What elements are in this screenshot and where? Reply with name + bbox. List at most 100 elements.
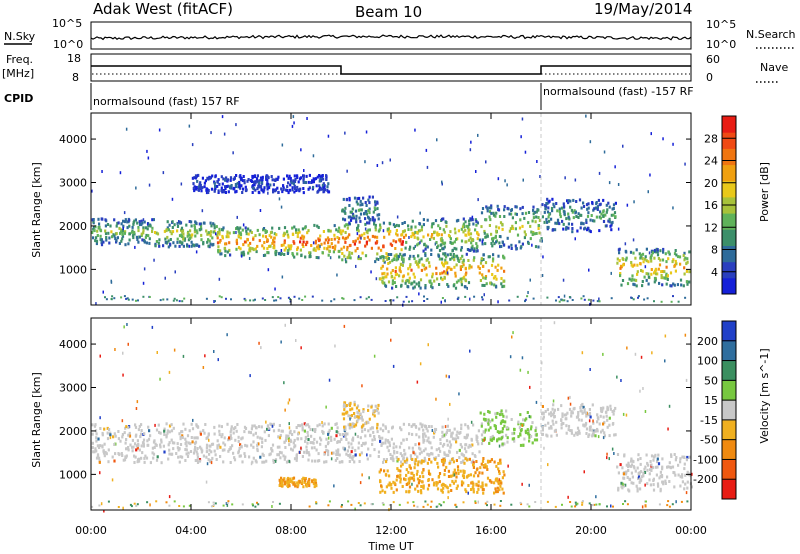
- data-cell: [449, 230, 452, 234]
- data-cell: [487, 421, 490, 425]
- data-cell: [359, 203, 362, 207]
- data-cell: [471, 218, 474, 222]
- data-cell: [540, 239, 543, 243]
- data-cell: [630, 263, 633, 267]
- data-cell: [219, 445, 222, 449]
- data-cell: [175, 452, 178, 455]
- data-cell: [216, 236, 219, 240]
- data-cell: [279, 456, 282, 460]
- data-cell: [382, 276, 385, 280]
- data-cell: [280, 476, 283, 480]
- ground-cell: [251, 503, 254, 506]
- noise-cell: [365, 130, 368, 134]
- ground-cell: [438, 503, 441, 506]
- cpid-label: CPID: [4, 92, 33, 105]
- data-cell: [303, 180, 306, 184]
- data-cell: [449, 267, 452, 271]
- data-cell: [516, 233, 520, 237]
- data-cell: [391, 454, 394, 458]
- data-cell: [632, 282, 635, 286]
- data-cell: [302, 240, 305, 244]
- data-cell: [521, 242, 524, 246]
- data-cell: [443, 442, 446, 446]
- data-cell: [541, 432, 544, 436]
- data-cell: [124, 230, 127, 234]
- data-cell: [631, 277, 634, 281]
- ground-cell: [566, 300, 569, 303]
- data-cell: [138, 223, 142, 226]
- data-cell: [142, 438, 146, 442]
- data-cell: [414, 487, 417, 491]
- data-cell: [246, 444, 249, 448]
- data-cell: [91, 432, 94, 436]
- data-cell: [229, 434, 232, 438]
- data-cell: [533, 210, 537, 214]
- data-cell: [264, 229, 267, 232]
- data-cell: [255, 179, 259, 183]
- data-cell: [92, 236, 95, 240]
- data-cell: [427, 233, 430, 237]
- data-cell: [573, 406, 576, 410]
- data-cell: [632, 465, 635, 469]
- data-cell: [300, 254, 303, 258]
- data-cell: [582, 423, 585, 427]
- data-cell: [683, 258, 686, 262]
- data-cell: [174, 244, 177, 248]
- data-cell: [362, 196, 365, 200]
- data-cell: [371, 234, 374, 238]
- data-cell: [240, 437, 243, 441]
- data-cell: [255, 250, 258, 254]
- data-cell: [249, 249, 252, 253]
- noise-cell: [328, 378, 331, 382]
- data-cell: [236, 423, 239, 426]
- data-cell: [196, 461, 200, 464]
- data-cell: [264, 235, 268, 239]
- data-cell: [155, 240, 158, 243]
- data-cell: [512, 437, 516, 441]
- data-cell: [309, 255, 312, 258]
- data-cell: [367, 209, 370, 212]
- data-cell: [664, 482, 667, 485]
- data-cell: [170, 232, 173, 236]
- data-cell: [611, 422, 614, 426]
- colorbar-tick-label: -15: [700, 414, 718, 427]
- data-cell: [496, 411, 499, 415]
- data-cell: [435, 266, 438, 270]
- data-cell: [293, 174, 296, 178]
- data-cell: [460, 480, 464, 484]
- data-cell: [429, 441, 432, 445]
- data-cell: [189, 442, 192, 446]
- data-cell: [484, 418, 487, 421]
- data-cell: [458, 456, 461, 460]
- ground-cell: [287, 296, 290, 299]
- data-cell: [200, 233, 203, 237]
- data-cell: [454, 271, 457, 275]
- data-cell: [633, 263, 636, 267]
- data-cell: [247, 178, 250, 181]
- data-cell: [244, 189, 248, 193]
- data-cell: [403, 229, 406, 233]
- noise-cell: [529, 385, 531, 389]
- data-cell: [545, 202, 548, 205]
- y-tick-label: 1000: [59, 263, 87, 276]
- data-cell: [388, 474, 391, 478]
- noise-cell: [483, 438, 485, 442]
- ground-cell: [595, 503, 598, 506]
- data-cell: [392, 257, 395, 261]
- data-cell: [123, 431, 126, 435]
- data-cell: [145, 241, 148, 245]
- data-cell: [391, 457, 394, 461]
- data-cell: [555, 420, 558, 424]
- data-cell: [625, 256, 628, 260]
- data-cell: [113, 459, 116, 463]
- ground-cell: [110, 298, 113, 301]
- data-cell: [298, 480, 301, 484]
- data-cell: [482, 457, 485, 460]
- data-cell: [638, 471, 641, 475]
- data-cell: [206, 240, 209, 244]
- data-cell: [168, 223, 171, 227]
- data-cell: [272, 188, 275, 192]
- data-cell: [140, 444, 143, 448]
- data-cell: [136, 221, 139, 225]
- data-cell: [256, 174, 259, 178]
